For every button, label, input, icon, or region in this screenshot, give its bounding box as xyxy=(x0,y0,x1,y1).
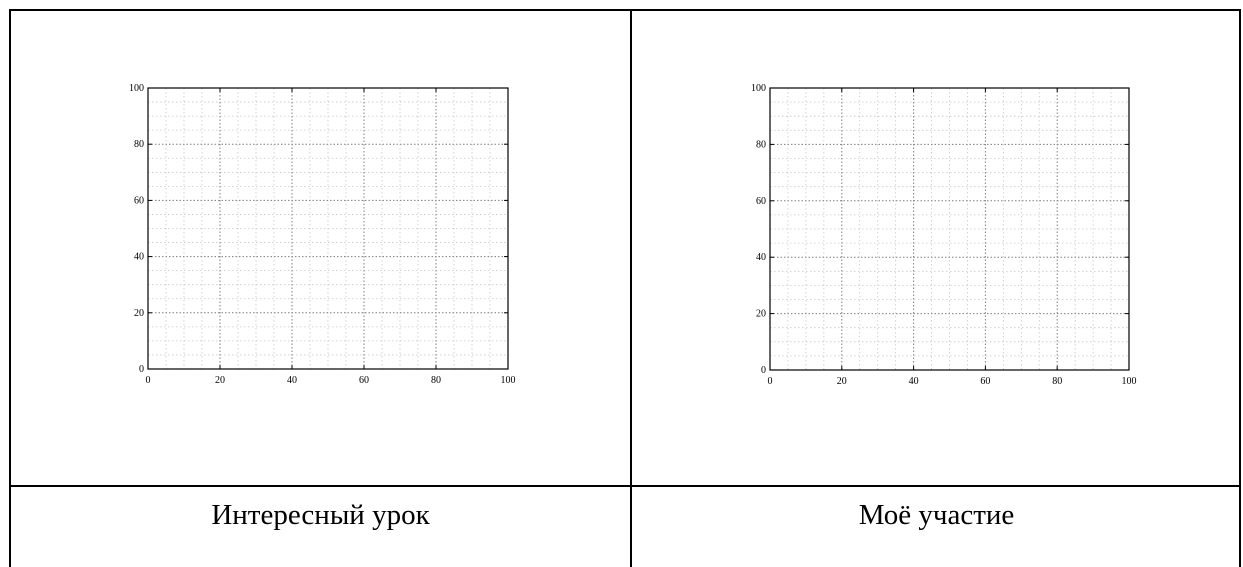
table-top-border xyxy=(10,9,1241,11)
y-tick-label: 80 xyxy=(756,139,766,150)
table-row-divider xyxy=(10,485,1241,487)
plot-frame xyxy=(147,87,509,370)
x-tick-label: 60 xyxy=(980,376,990,387)
y-tick-label: 20 xyxy=(756,309,766,320)
y-tick-label: 80 xyxy=(134,139,144,150)
y-tick-label: 100 xyxy=(129,83,144,94)
y-tick-label: 0 xyxy=(139,364,144,375)
chart-left: 0 20 40 60 80 100 0 20 40 60 80 100 xyxy=(129,83,516,386)
x-tick-label: 20 xyxy=(837,376,847,387)
x-tick-label: 80 xyxy=(1052,376,1062,387)
x-tick-label: 60 xyxy=(359,375,369,386)
y-tick-label: 0 xyxy=(761,365,766,376)
x-tick-label: 40 xyxy=(287,375,297,386)
x-tick-label: 100 xyxy=(1122,376,1137,387)
y-tick-label: 40 xyxy=(134,252,144,263)
plot-frame xyxy=(769,87,1130,371)
y-tick-label: 20 xyxy=(134,308,144,319)
x-tick-label: 80 xyxy=(431,375,441,386)
y-tick-label: 60 xyxy=(756,196,766,207)
caption-interesting-lesson: Интересный урок xyxy=(211,499,430,531)
y-tick-label: 40 xyxy=(756,252,766,263)
x-tick-label: 0 xyxy=(768,376,773,387)
caption-my-participation: Моё участие xyxy=(858,499,1015,531)
chart-right: 0 20 40 60 80 100 0 20 40 60 80 100 xyxy=(751,83,1137,387)
table-left-border xyxy=(9,9,11,567)
table-right-border xyxy=(1239,9,1241,567)
table-middle-divider xyxy=(630,9,632,567)
x-tick-label: 40 xyxy=(909,376,919,387)
y-tick-label: 60 xyxy=(134,195,144,206)
x-tick-label: 20 xyxy=(215,375,225,386)
x-tick-label: 0 xyxy=(146,375,151,386)
x-tick-label: 100 xyxy=(501,375,516,386)
y-tick-label: 100 xyxy=(751,83,766,94)
